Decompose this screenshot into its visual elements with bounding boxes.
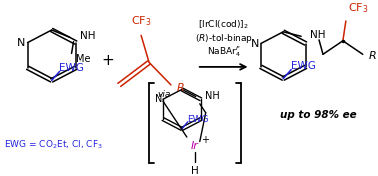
- Text: [IrCl(cod)]$_2$: [IrCl(cod)]$_2$: [198, 18, 249, 31]
- Text: Ir: Ir: [191, 141, 199, 151]
- Text: N: N: [17, 38, 26, 48]
- Text: NH: NH: [79, 31, 95, 41]
- Text: EWG: EWG: [187, 115, 209, 124]
- Text: ($R$)-tol-binap: ($R$)-tol-binap: [195, 32, 253, 45]
- Text: CF$_3$: CF$_3$: [131, 14, 151, 28]
- Text: NH: NH: [205, 91, 220, 101]
- Text: up to 98% ee: up to 98% ee: [280, 110, 356, 120]
- Text: EWG = CO$_2$Et, Cl, CF$_3$: EWG = CO$_2$Et, Cl, CF$_3$: [4, 139, 103, 151]
- Text: +: +: [201, 135, 209, 145]
- Text: N: N: [155, 94, 162, 104]
- Text: EWG: EWG: [291, 61, 316, 71]
- Text: R: R: [177, 83, 185, 93]
- Text: N: N: [251, 39, 259, 49]
- Text: H: H: [191, 166, 199, 176]
- Text: CF$_3$: CF$_3$: [348, 1, 369, 15]
- Text: NaBAr$^{F}_{4}$: NaBAr$^{F}_{4}$: [206, 44, 241, 59]
- Text: via: via: [157, 90, 170, 99]
- Text: Me: Me: [76, 54, 90, 64]
- Text: +: +: [101, 53, 114, 68]
- Text: R: R: [369, 51, 376, 61]
- Text: EWG: EWG: [59, 63, 84, 73]
- Text: NH: NH: [310, 30, 325, 40]
